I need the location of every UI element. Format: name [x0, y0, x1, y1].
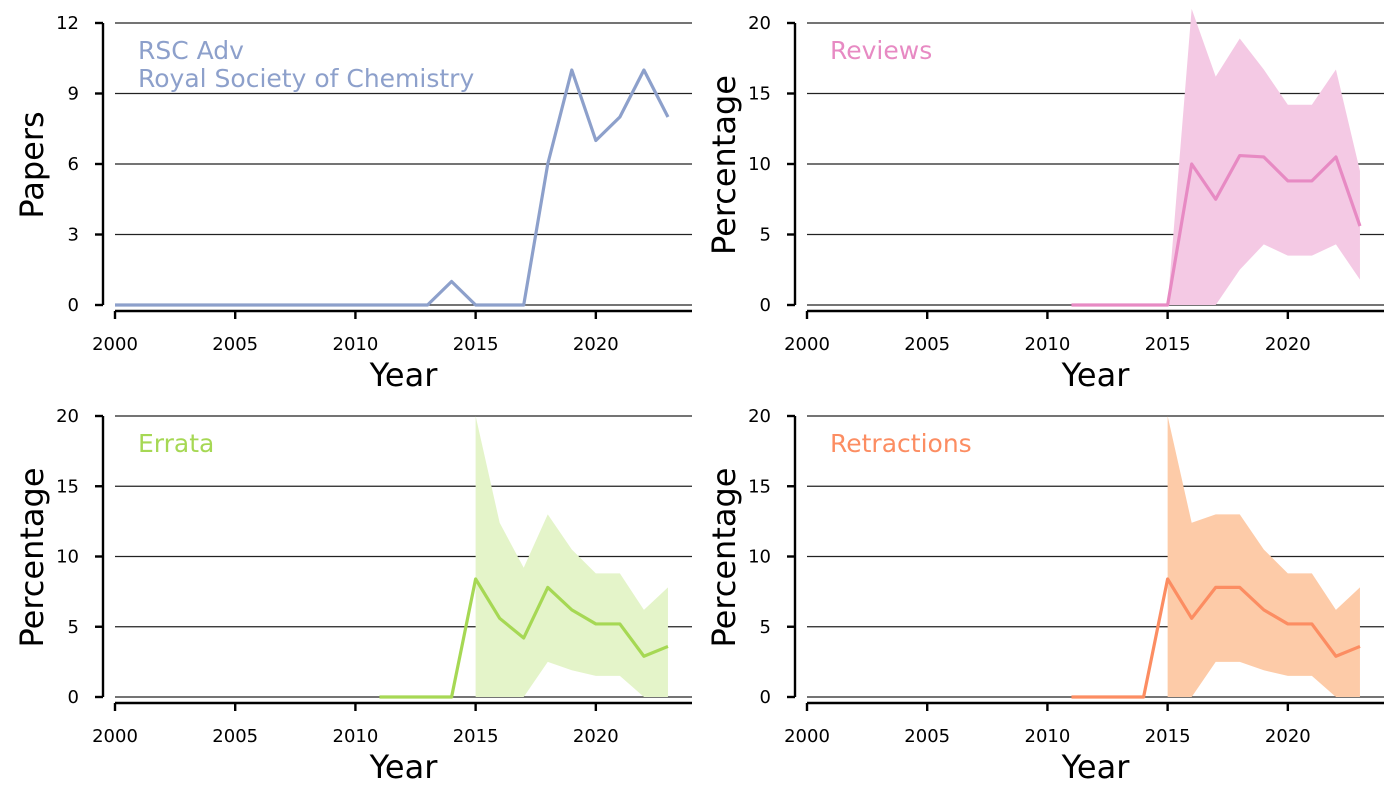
y-tick-label: 12 [56, 13, 79, 34]
y-tick-label: 10 [748, 154, 771, 175]
panel-annotation: Errata [138, 429, 214, 458]
y-tick-label: 10 [56, 547, 79, 568]
y-tick-label: 10 [748, 547, 771, 568]
x-tick-label: 2010 [1025, 726, 1071, 747]
chart-panel-3: 0 5 10 15 20 2000 2005 2010 2015 2020 Year Percenta… [13, 406, 692, 786]
y-tick-label: 9 [68, 84, 79, 105]
y-tick-label: 0 [760, 295, 771, 316]
panel-annotation: Retractions [830, 429, 972, 458]
confidence-band [475, 416, 668, 697]
y-tick-label: 0 [68, 295, 79, 316]
x-tick-label: 2015 [453, 334, 499, 355]
x-tick-label: 2015 [453, 726, 499, 747]
y-tick-label: 15 [748, 476, 771, 497]
x-tick-label: 2015 [1145, 334, 1191, 355]
x-tick-label: 2000 [784, 334, 830, 355]
y-tick-label: 6 [68, 154, 79, 175]
x-tick-label: 2020 [573, 334, 619, 355]
y-tick-label: 20 [748, 406, 771, 427]
x-tick-label: 2010 [1025, 334, 1071, 355]
chart-panel-2: 0 5 10 15 20 2000 2005 2010 2015 2020 Year Percenta… [705, 8, 1384, 394]
panel-annotation: Royal Society of Chemistry [138, 64, 474, 93]
x-tick-label: 2010 [333, 726, 379, 747]
chart-panel-4: 0 5 10 15 20 2000 2005 2010 2015 2020 Year Percenta… [705, 406, 1384, 786]
x-axis-label: Year [1061, 748, 1131, 786]
panel-annotation: RSC Adv [138, 36, 244, 65]
y-tick-label: 15 [56, 476, 79, 497]
panel-annotation: Reviews [830, 36, 932, 65]
series-line [115, 68, 670, 307]
y-tick-label: 20 [56, 406, 79, 427]
confidence-band [1167, 416, 1360, 697]
series-line [379, 577, 669, 699]
x-tick-label: 2010 [333, 334, 379, 355]
y-tick-label: 0 [760, 687, 771, 708]
x-tick-label: 2005 [212, 726, 258, 747]
x-tick-label: 2020 [1265, 726, 1311, 747]
y-tick-label: 15 [748, 84, 771, 105]
x-axis-label: Year [369, 748, 439, 786]
x-tick-label: 2005 [212, 334, 258, 355]
y-axis-label: Percentage [705, 75, 743, 255]
x-tick-label: 2000 [92, 726, 138, 747]
y-axis-label: Percentage [13, 467, 51, 647]
y-tick-label: 5 [760, 617, 771, 638]
series-line [1071, 153, 1362, 307]
chart-panel-1: 0 3 6 9 12 2000 2005 2010 2015 2020 Year Papers RSC … [13, 13, 692, 394]
series-line [1071, 577, 1361, 699]
y-tick-label: 5 [68, 617, 79, 638]
y-tick-label: 0 [68, 687, 79, 708]
y-axis-label: Papers [13, 111, 51, 218]
x-tick-label: 2020 [573, 726, 619, 747]
x-tick-label: 2020 [1265, 334, 1311, 355]
x-tick-label: 2000 [784, 726, 830, 747]
y-tick-label: 5 [760, 225, 771, 246]
y-tick-label: 3 [68, 225, 79, 246]
x-tick-label: 2005 [904, 334, 950, 355]
x-tick-label: 2015 [1145, 726, 1191, 747]
x-axis-label: Year [369, 356, 439, 394]
y-axis-label: Percentage [705, 467, 743, 647]
x-axis-label: Year [1061, 356, 1131, 394]
x-tick-label: 2005 [904, 726, 950, 747]
x-tick-label: 2000 [92, 334, 138, 355]
y-tick-label: 20 [748, 13, 771, 34]
